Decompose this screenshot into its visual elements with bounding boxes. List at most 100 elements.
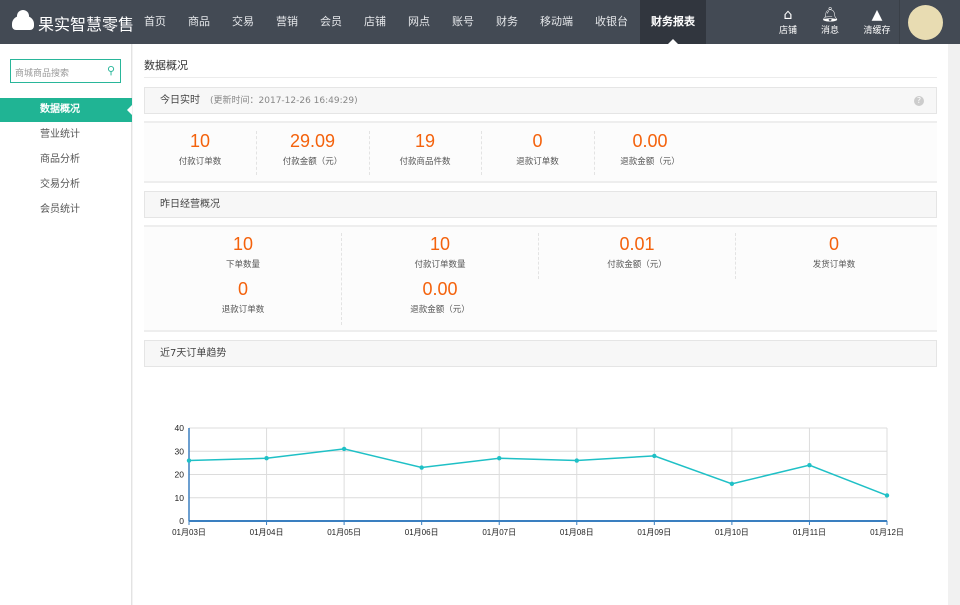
stat-label: 退款金额（元） <box>620 157 680 167</box>
tool-label: 消息 <box>820 26 839 36</box>
stat-label: 付款订单数 <box>178 157 222 167</box>
stat-value: 10 <box>429 234 451 254</box>
section-title: 昨日经营概况 <box>160 199 220 210</box>
nav-item[interactable]: 营销 <box>276 15 298 28</box>
x-tick-label: 01月12日 <box>870 528 904 537</box>
stat: 10 付款订单数 <box>145 130 255 167</box>
home-icon: ⌂ <box>783 7 793 23</box>
data-point <box>574 458 579 463</box>
tool-store[interactable]: ⌂ 店铺 <box>768 7 808 37</box>
nav-item[interactable]: 会员 <box>320 15 342 28</box>
divider <box>593 131 595 175</box>
today-stats: 10 付款订单数 29.09 付款金额（元） 19 付款商品件数 0 退款订单数 0.00 退款金… <box>144 121 937 183</box>
stat-value: 29.09 <box>289 131 336 151</box>
tool-label: 清缓存 <box>863 26 891 36</box>
nav-item[interactable]: 交易 <box>232 15 254 28</box>
divider <box>341 233 342 325</box>
sidebar: 商城商品搜索 ⚲ 数据概况营业统计商品分析交易分析会员统计 <box>0 44 132 605</box>
series-line <box>188 448 888 497</box>
logo[interactable]: 果实智慧零售 <box>12 10 135 35</box>
stat-label: 退款订单数 <box>221 305 265 315</box>
bell-icon: 🔔︎ <box>821 7 839 23</box>
stat: 0.01 付款金额（元） <box>547 233 727 270</box>
page-title: 数据概况 <box>144 59 188 72</box>
stat-label: 退款订单数 <box>516 157 559 167</box>
help-icon[interactable]: ? <box>914 96 924 106</box>
x-tick-label: 01月10日 <box>715 528 749 537</box>
data-point <box>264 456 269 461</box>
stat: 29.09 付款金额（元） <box>258 130 368 167</box>
sidebar-item[interactable]: 交易分析 <box>40 179 80 190</box>
section-title: 近7天订单趋势 <box>160 348 227 359</box>
update-time: (更新时间：2017-12-26 16:49:29) <box>210 96 358 106</box>
broom-icon: ▲ <box>871 7 883 23</box>
stat-value: 0 <box>828 234 839 254</box>
stat: 0.00 退款金额（元） <box>350 278 530 315</box>
sidebar-item[interactable]: 会员统计 <box>40 204 80 215</box>
stat-value: 0.00 <box>422 279 458 299</box>
logo-text: 果实智慧零售 <box>38 15 135 34</box>
x-tick-label: 01月09日 <box>637 528 671 537</box>
x-tick-label: 01月08日 <box>560 528 594 537</box>
sidebar-item[interactable]: 数据概况 <box>0 98 132 122</box>
stat-value: 0.00 <box>632 131 668 151</box>
x-tick-label: 01月05日 <box>327 528 361 537</box>
tool-clear-cache[interactable]: ▲ 清缓存 <box>857 7 897 37</box>
divider <box>144 77 937 78</box>
stat-value: 10 <box>189 131 211 151</box>
stat-value: 0 <box>237 279 248 299</box>
stat: 19 付款商品件数 <box>370 130 480 167</box>
section-title: 今日实时 <box>160 95 200 106</box>
nav-item[interactable]: 账号 <box>452 15 474 28</box>
stat-label: 退款金额（元） <box>410 305 470 315</box>
nav-item[interactable]: 网点 <box>408 15 430 28</box>
nav-item[interactable]: 收银台 <box>595 15 628 28</box>
stat: 0 退款订单数 <box>153 278 333 315</box>
divider <box>368 131 370 175</box>
data-point <box>419 465 424 470</box>
divider <box>735 233 736 279</box>
stat-label: 下单数量 <box>225 260 260 270</box>
section-header-yesterday: 昨日经营概况 <box>144 191 937 218</box>
stat-value: 19 <box>414 131 436 151</box>
x-tick-label: 01月06日 <box>405 528 439 537</box>
stat: 0.00 退款金额（元） <box>595 130 705 167</box>
data-point <box>652 453 657 459</box>
nav-item[interactable]: 首页 <box>144 15 166 28</box>
section-header-today: 今日实时 (更新时间：2017-12-26 16:49:29)? <box>144 87 937 114</box>
y-tick-label: 30 <box>175 446 185 456</box>
stat-label: 付款金额（元） <box>282 157 343 167</box>
stat: 10 付款订单数量 <box>350 233 530 270</box>
data-point <box>729 481 735 486</box>
y-tick-label: 20 <box>175 470 185 480</box>
search-input[interactable]: 商城商品搜索 ⚲ <box>10 59 121 83</box>
yesterday-stats: 10 下单数量 10 付款订单数量 0.01 付款金额（元） 0 发货订单数 0 退款订单数 0.0… <box>144 225 937 332</box>
nav-item[interactable]: 财务报表 <box>640 0 706 44</box>
tool-messages[interactable]: 🔔︎ 消息 <box>810 7 850 37</box>
stat-label: 付款订单数量 <box>414 260 466 270</box>
cloud-logo-icon <box>12 10 34 30</box>
divider <box>481 131 482 175</box>
search-placeholder: 商城商品搜索 <box>15 69 70 79</box>
stat-label: 发货订单数 <box>812 260 856 270</box>
x-tick-label: 01月11日 <box>793 528 826 537</box>
sidebar-item[interactable]: 营业统计 <box>40 129 80 140</box>
stat: 0 发货订单数 <box>744 233 924 270</box>
avatar[interactable] <box>908 5 943 40</box>
divider <box>538 233 539 279</box>
nav-item[interactable]: 移动端 <box>540 15 573 28</box>
stat-value: 10 <box>232 234 254 254</box>
scrollbar[interactable] <box>948 44 960 605</box>
y-tick-label: 10 <box>175 493 185 503</box>
nav-item[interactable]: 店铺 <box>364 15 386 28</box>
nav-item[interactable]: 财务 <box>496 15 518 28</box>
nav-item[interactable]: 商品 <box>188 15 210 28</box>
x-tick-label: 01月04日 <box>250 528 284 537</box>
search-icon[interactable]: ⚲ <box>106 64 115 77</box>
y-tick-label: 0 <box>179 516 184 526</box>
x-tick-label: 01月03日 <box>172 528 206 537</box>
stat: 0 退款订单数 <box>483 130 593 167</box>
stat-value: 0 <box>532 131 543 151</box>
sidebar-item[interactable]: 商品分析 <box>40 154 80 165</box>
